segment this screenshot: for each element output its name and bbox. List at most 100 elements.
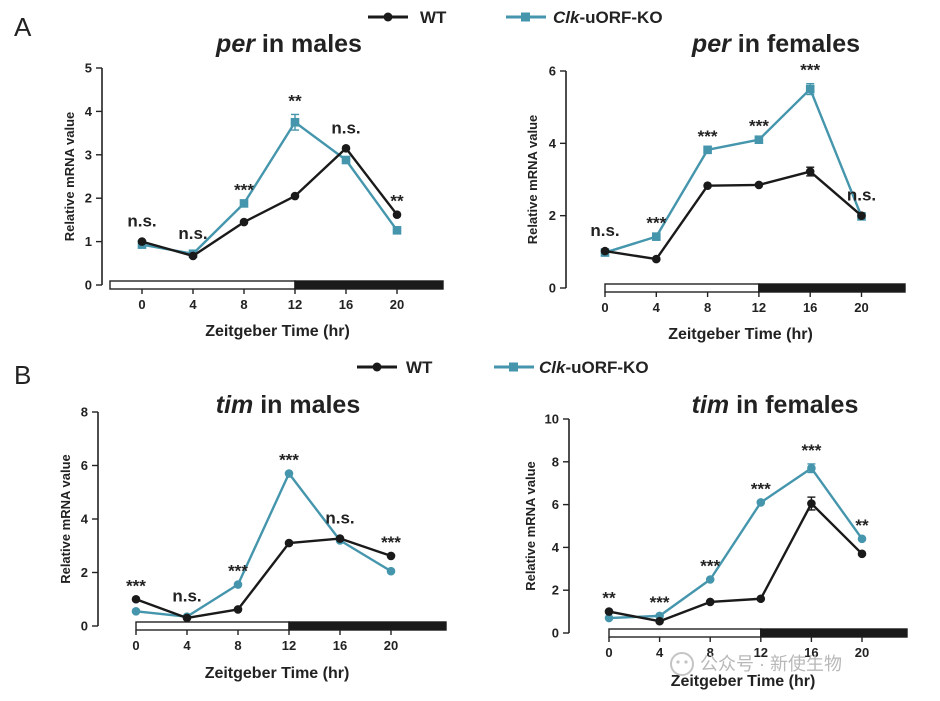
chart-title-rest: in males [253,391,360,419]
light-phase-bar [135,621,290,631]
y-tick-label: 4 [549,136,557,151]
y-tick-label: 8 [552,454,559,469]
chart-title-gene: tim [692,391,730,419]
legend-wt-label: WT [406,358,433,377]
wt-data-point [703,181,712,190]
wt-data-point [239,217,249,227]
chart-title: tim in females [692,391,859,419]
x-tick-label: 12 [754,645,768,660]
ko-data-point [652,232,661,241]
y-tick-label: 6 [552,497,559,512]
dark-phase-bar [760,628,908,638]
legend-ko-marker [509,362,518,372]
ko-data-point [754,135,764,145]
wt-data-point [705,597,715,607]
chart-title-rest: in males [255,30,362,58]
wt-data-point [188,251,198,261]
wt-data-point [290,191,300,201]
wt-data-point [756,594,766,604]
y-tick-label: 4 [85,104,93,119]
light-phase-bar [608,628,762,638]
significance-label: n.s. [172,587,201,606]
y-tick-label: 4 [552,540,560,555]
ko-data-point [805,84,815,94]
x-tick-label: 16 [339,297,353,312]
wt-data-point [335,534,345,543]
significance-label: *** [650,593,670,612]
ko-data-point [284,469,294,478]
wt-data-point [604,607,614,616]
x-tick-label: 4 [183,638,191,653]
significance-label: n.s. [325,509,354,528]
y-axis-label: Relative mRNA value [58,454,73,584]
chart-per-females: per in females 0 2 4 6 Relative mRNA value 0 4 8… [525,30,906,343]
legend-wt-marker [383,12,393,22]
x-tick-label: 0 [601,300,608,315]
wt-data-point [284,538,294,548]
ko-data-point [807,463,816,473]
x-tick-label: 0 [132,638,139,653]
ko-data-point [756,498,766,507]
wechat-icon-eye [684,660,688,664]
y-axis-label: Relative mRNA value [523,461,538,591]
wt-data-point [386,551,396,561]
y-tick-label: 4 [81,512,89,527]
wt-data-point [137,237,147,246]
legend-ko-italic: Clk [553,8,581,27]
wt-series-line [604,170,863,261]
ko-data-point [705,575,715,584]
x-tick-label: 8 [707,645,714,660]
significance-label: ** [390,192,404,211]
x-tick-label: 8 [704,300,711,315]
significance-label: n.s. [127,212,156,231]
chart-title: per in females [691,30,860,58]
y-tick-label: 0 [81,619,88,634]
ko-data-point [386,566,396,576]
x-tick-label: 20 [384,638,398,653]
significance-label: ** [602,589,616,608]
significance-label: n.s. [847,186,876,205]
wechat-icon-eye [676,660,680,664]
ko-series-line [608,467,863,620]
significance-label: *** [126,576,146,595]
significance-label: *** [234,180,254,199]
wt-data-point [652,254,661,264]
significance-label: n.s. [331,118,360,137]
legend-ko-label: Clk-uORF-KO [553,8,663,27]
wt-data-point [655,616,664,626]
legend-ko-italic: Clk [539,358,567,377]
wt-data-point [233,605,243,614]
wt-data-point [857,549,867,559]
y-tick-label: 2 [81,565,88,580]
wt-data-point [131,594,141,604]
x-tick-label: 8 [240,297,247,312]
y-axis-label: Relative mRNA value [62,112,77,242]
wt-data-point [805,167,815,176]
y-tick-label: 2 [85,191,92,206]
x-tick-label: 12 [282,638,296,653]
x-tick-label: 12 [288,297,302,312]
legend-ko-rest: -uORF-KO [565,358,648,377]
chart-title-gene: per [215,30,256,58]
wt-series-line [135,537,392,620]
y-tick-label: 1 [85,234,92,249]
chart-title-gene: tim [216,391,254,419]
wt-data-point [807,499,816,508]
significance-label: *** [801,441,821,460]
x-axis-label: Zeitgeber Time (hr) [668,326,813,343]
x-tick-label: 8 [234,638,241,653]
x-tick-label: 16 [803,300,817,315]
significance-label: ** [288,91,302,110]
significance-label: *** [749,117,769,136]
ko-data-point [341,155,351,165]
x-tick-label: 4 [653,300,661,315]
dark-phase-bar [294,280,444,290]
y-tick-label: 0 [549,281,556,296]
ko-series-line [141,121,398,255]
y-axis-label: Relative mRNA value [525,115,540,245]
y-tick-label: 0 [85,278,92,293]
chart-title: tim in males [216,391,361,419]
significance-label: *** [228,562,248,581]
significance-label: *** [800,61,820,80]
